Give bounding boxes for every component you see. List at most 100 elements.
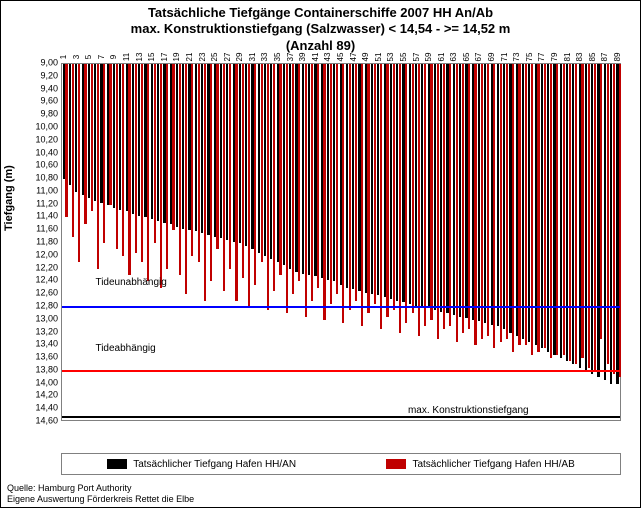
bar-ab (613, 64, 615, 374)
reference-line (62, 370, 620, 372)
y-tick-label: 11,00 (18, 186, 58, 195)
bar-ab (531, 64, 533, 355)
legend: Tatsächlicher Tiefgang Hafen HH/AN Tatsä… (61, 453, 621, 475)
bar-ab (386, 64, 388, 317)
x-tick-label: 53 (387, 51, 395, 63)
x-tick-label: 39 (299, 51, 307, 63)
bar-ab (607, 64, 609, 364)
bar-ab (261, 64, 263, 262)
legend-swatch-an (107, 459, 127, 469)
bar-ab (449, 64, 451, 326)
x-tick-label: 27 (224, 51, 232, 63)
bar-ab (405, 64, 407, 323)
bar-ab (336, 64, 338, 294)
y-tick-label: 14,20 (18, 391, 58, 400)
y-tick-label: 10,20 (18, 135, 58, 144)
y-tick-label: 11,20 (18, 199, 58, 208)
bar-ab (122, 64, 124, 256)
bar-ab (210, 64, 212, 281)
legend-label-an: Tatsächlicher Tiefgang Hafen HH/AN (133, 459, 296, 470)
y-tick-label: 9,00 (18, 59, 58, 68)
x-tick-label: 33 (261, 51, 269, 63)
x-tick-label: 3 (73, 51, 81, 63)
bar-ab (412, 64, 414, 313)
bar-ab (418, 64, 420, 336)
source-line-1: Quelle: Hamburg Port Authority (7, 483, 194, 494)
x-tick-label: 29 (236, 51, 244, 63)
bar-ab (103, 64, 105, 243)
chart-title: Tatsächliche Tiefgänge Containerschiffe … (1, 1, 640, 54)
bar-ab (355, 64, 357, 301)
bar-ab (84, 64, 86, 224)
y-tick-label: 13,20 (18, 327, 58, 336)
bar-ab (147, 64, 149, 281)
bar-ab (588, 64, 590, 368)
bar-ab (619, 64, 621, 377)
y-tick-label: 11,60 (18, 225, 58, 234)
bar-ab (116, 64, 118, 249)
x-tick-label: 85 (589, 51, 597, 63)
bar-ab (512, 64, 514, 352)
x-tick-label: 5 (85, 51, 93, 63)
reference-line-label: Tideunabhängig (95, 277, 166, 288)
x-tick-label: 37 (287, 51, 295, 63)
y-tick-label: 13,40 (18, 340, 58, 349)
bar-ab (525, 64, 527, 345)
bar-ab (185, 64, 187, 294)
y-tick-label: 14,40 (18, 404, 58, 413)
x-tick-label: 75 (526, 51, 534, 63)
bar-ab (72, 64, 74, 237)
bar-ab (65, 64, 67, 217)
x-tick-label: 71 (501, 51, 509, 63)
bar-ab (537, 64, 539, 352)
bar-ab (254, 64, 256, 285)
y-tick-label: 13,80 (18, 365, 58, 374)
x-tick-label: 35 (274, 51, 282, 63)
bar-ab (135, 64, 137, 253)
source-line-2: Eigene Auswertung Förderkreis Rettet die… (7, 494, 194, 505)
x-tick-label: 45 (337, 51, 345, 63)
source-text: Quelle: Hamburg Port Authority Eigene Au… (7, 483, 194, 505)
x-tick-label: 87 (601, 51, 609, 63)
x-tick-label: 89 (614, 51, 622, 63)
y-tick-label: 9,40 (18, 84, 58, 93)
bar-ab (581, 64, 583, 358)
bar-ab (128, 64, 130, 275)
reference-line (62, 306, 620, 308)
bar-ab (367, 64, 369, 313)
x-tick-label: 65 (463, 51, 471, 63)
y-tick-label: 10,80 (18, 174, 58, 183)
x-tick-label: 57 (413, 51, 421, 63)
bar-ab (154, 64, 156, 243)
legend-item-ab: Tatsächlicher Tiefgang Hafen HH/AB (386, 459, 574, 470)
bar-ab (500, 64, 502, 342)
bar-ab (563, 64, 565, 355)
bar-ab (305, 64, 307, 317)
bar-ab (198, 64, 200, 262)
bar-ab (160, 64, 162, 288)
bar-ab (323, 64, 325, 320)
plot-area: TideunabhängigTideabhängigmax. Konstrukt… (61, 63, 621, 421)
y-tick-label: 10,00 (18, 122, 58, 131)
bar-ab (292, 64, 294, 294)
x-tick-label: 9 (110, 51, 118, 63)
y-tick-label: 10,40 (18, 148, 58, 157)
y-tick-label: 12,60 (18, 289, 58, 298)
y-tick-label: 11,80 (18, 238, 58, 247)
x-tick-label: 61 (438, 51, 446, 63)
y-axis-label: Tiefgang (m) (3, 165, 15, 231)
x-tick-label: 63 (450, 51, 458, 63)
y-tick-label: 9,60 (18, 97, 58, 106)
x-tick-label: 13 (136, 51, 144, 63)
bar-ab (172, 64, 174, 230)
bar-ab (487, 64, 489, 336)
y-tick-label: 14,60 (18, 417, 58, 426)
bar-ab (474, 64, 476, 345)
bar-ab (518, 64, 520, 345)
x-tick-label: 51 (375, 51, 383, 63)
bar-ab (399, 64, 401, 333)
x-tick-label: 43 (324, 51, 332, 63)
y-tick-label: 12,20 (18, 263, 58, 272)
bar-ab (506, 64, 508, 339)
bar-ab (91, 64, 93, 211)
